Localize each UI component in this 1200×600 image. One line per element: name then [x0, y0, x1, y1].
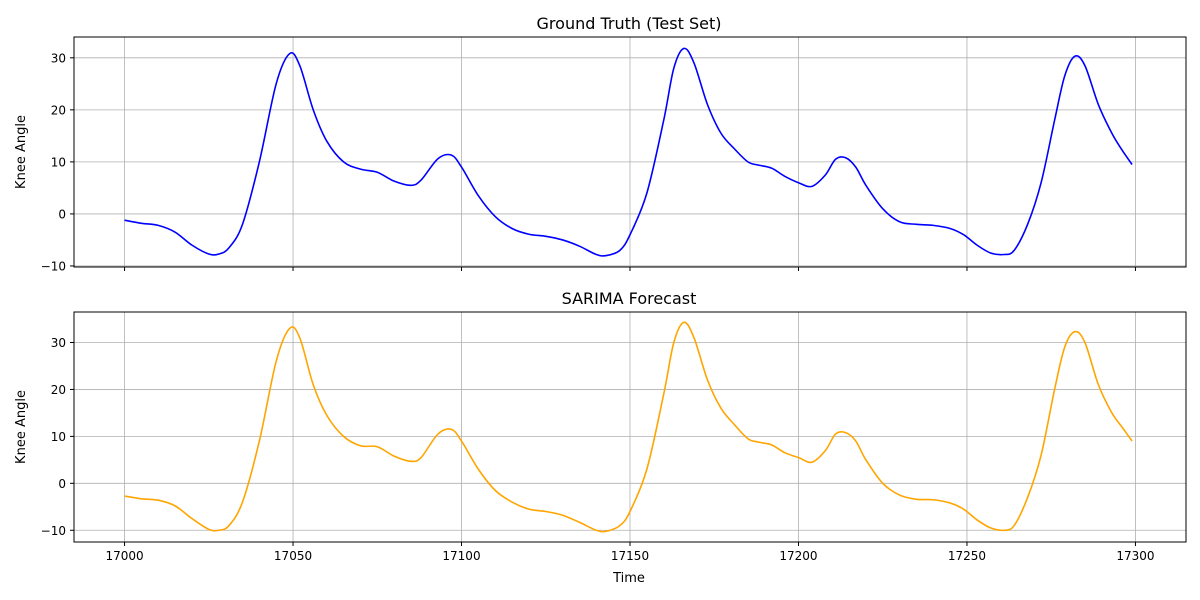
- x-tick-label: 17100: [442, 549, 480, 563]
- ground-truth-panel: Ground Truth (Test Set) Knee Angle −10 0 1…: [14, 14, 1187, 273]
- y-tick-label: 0: [58, 207, 66, 221]
- y-axis-label: Knee Angle: [14, 115, 29, 189]
- x-tick-label: 17000: [105, 549, 143, 563]
- x-axis: 17000 17050 17100 17150 17200 17250 17300: [105, 542, 1155, 563]
- y-tick-label: 20: [51, 103, 66, 117]
- x-tick-label: 17200: [779, 549, 817, 563]
- x-axis-label: Time: [612, 571, 645, 586]
- y-tick-label: 20: [51, 383, 66, 397]
- grid: [74, 37, 1186, 267]
- y-tick-label: −10: [41, 259, 66, 273]
- series-layer: [124, 321, 1133, 533]
- y-tick-label: 0: [58, 477, 66, 491]
- panel-title: Ground Truth (Test Set): [537, 14, 722, 33]
- sarima-forecast-panel: SARIMA Forecast Knee Angle 17000 17050 171…: [14, 289, 1187, 563]
- series-layer: [124, 47, 1133, 257]
- x-tick-label: 17050: [274, 549, 312, 563]
- y-tick-label: −10: [41, 524, 66, 538]
- x-axis: [124, 267, 1136, 271]
- grid: [74, 312, 1186, 542]
- y-axis: −10 0 10 20 30: [41, 51, 74, 273]
- y-tick-label: 30: [51, 336, 66, 350]
- y-tick-label: 30: [51, 51, 66, 65]
- y-tick-label: 10: [51, 430, 66, 444]
- y-axis-label: Knee Angle: [14, 390, 29, 464]
- y-tick-label: 10: [51, 155, 66, 169]
- x-tick-label: 17300: [1116, 549, 1154, 563]
- x-tick-label: 17250: [948, 549, 986, 563]
- forecast-line: [124, 321, 1133, 533]
- y-axis: −10 0 10 20 30: [41, 336, 74, 538]
- panel-title: SARIMA Forecast: [562, 289, 697, 308]
- x-tick-label: 17150: [611, 549, 649, 563]
- ground-truth-line: [124, 47, 1133, 257]
